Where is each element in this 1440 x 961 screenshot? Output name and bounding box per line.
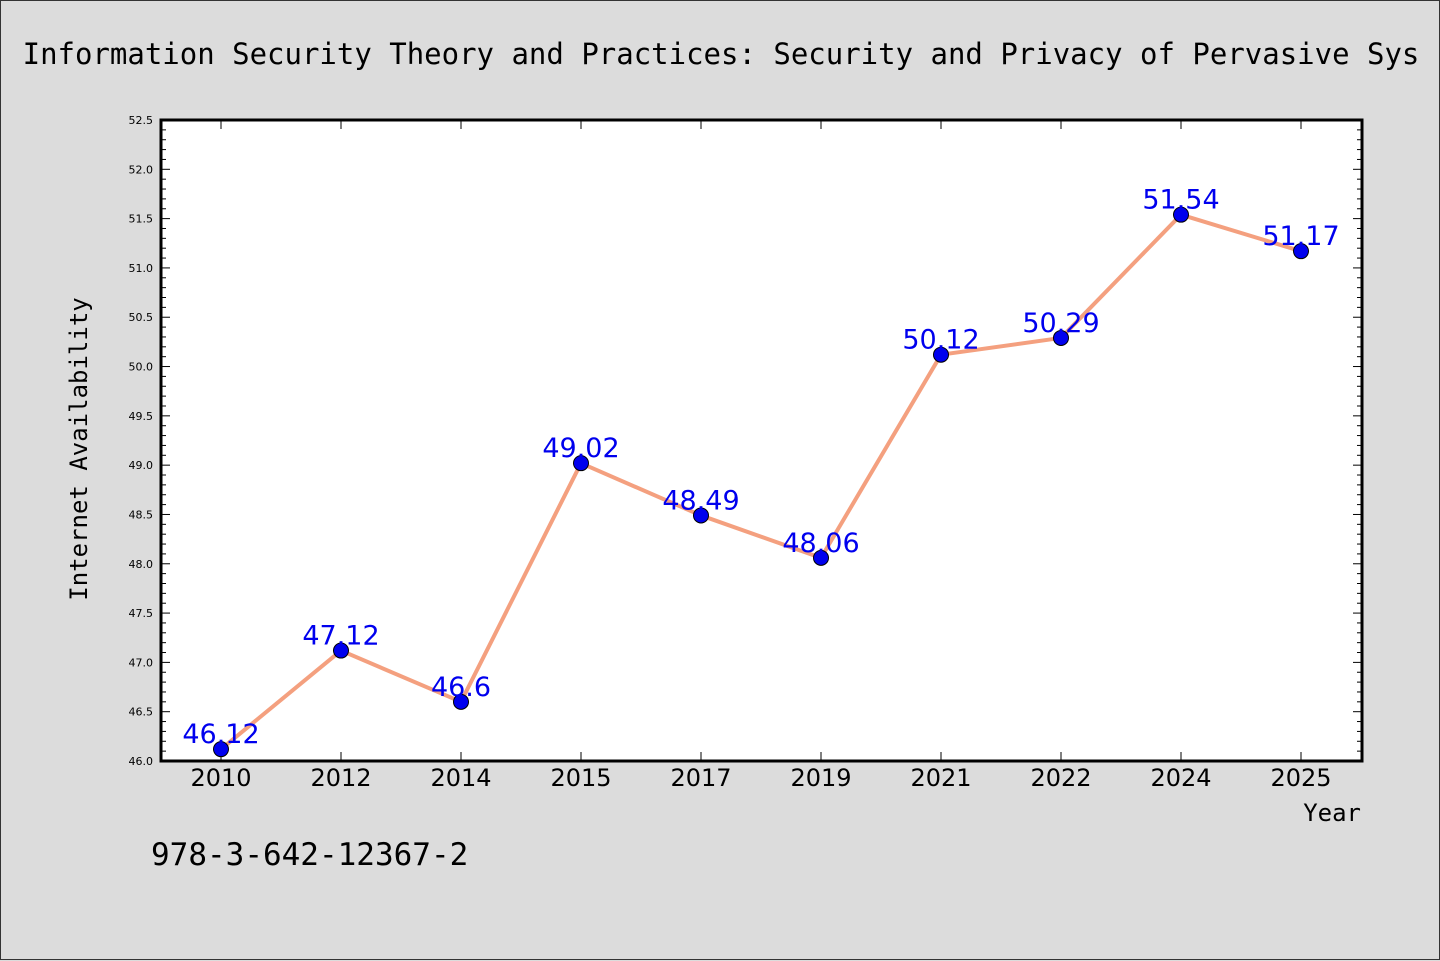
x-tick-label: 2017 bbox=[670, 764, 731, 792]
data-point bbox=[213, 741, 229, 758]
x-tick-label: 2015 bbox=[550, 764, 611, 792]
x-tick-label: 2012 bbox=[310, 764, 371, 792]
data-label: 50.12 bbox=[902, 325, 979, 356]
y-tick-label: 48.5 bbox=[129, 508, 154, 521]
x-tick-label: 2021 bbox=[910, 764, 971, 792]
data-point bbox=[1173, 206, 1189, 223]
y-tick-label: 49.5 bbox=[129, 410, 154, 423]
data-label: 48.06 bbox=[782, 528, 859, 559]
data-label: 51.17 bbox=[1262, 221, 1339, 252]
x-tick-label: 2019 bbox=[790, 764, 851, 792]
y-tick-label: 47.5 bbox=[129, 607, 154, 620]
y-tick-label: 47.0 bbox=[129, 656, 154, 669]
data-label: 50.29 bbox=[1022, 308, 1099, 339]
x-axis: 2010 2012 2014 2015 2017 2019 2021 2022 2024 2025 bbox=[190, 120, 1332, 792]
y-tick-label: 52.5 bbox=[129, 114, 154, 127]
data-point bbox=[693, 507, 709, 524]
data-point bbox=[573, 455, 589, 472]
data-label: 48.49 bbox=[662, 485, 739, 516]
x-tick-label: 2010 bbox=[190, 764, 251, 792]
isbn-label: 978-3-642-12367-2 bbox=[151, 837, 468, 873]
x-axis-label: Year bbox=[1303, 799, 1361, 827]
data-point bbox=[453, 693, 469, 710]
y-tick-label: 51.5 bbox=[129, 213, 154, 226]
chart-title: Information Security Theory and Practice… bbox=[23, 37, 1420, 71]
y-tick-label: 52.0 bbox=[129, 163, 154, 176]
y-tick-label: 50.0 bbox=[129, 361, 154, 374]
y-axis: 46.0 46.5 47.0 47.5 48.0 48.5 49.0 49.5 50.0 50.5… bbox=[129, 114, 1362, 768]
plot-area bbox=[159, 118, 1364, 763]
y-axis-label: Internet Availability bbox=[65, 297, 93, 600]
series-line bbox=[219, 212, 1303, 752]
data-label: 47.12 bbox=[302, 621, 379, 652]
data-point bbox=[1053, 329, 1069, 346]
x-tick-label: 2022 bbox=[1030, 764, 1091, 792]
y-tick-label: 50.5 bbox=[129, 311, 154, 324]
y-tick-label: 49.0 bbox=[129, 459, 154, 472]
data-point bbox=[333, 642, 349, 659]
data-label: 46.6 bbox=[431, 672, 491, 703]
data-point bbox=[1293, 243, 1309, 260]
x-tick-label: 2024 bbox=[1150, 764, 1211, 792]
y-tick-label: 48.0 bbox=[129, 558, 154, 571]
data-label: 51.54 bbox=[1142, 185, 1219, 216]
data-label: 49.02 bbox=[542, 433, 619, 464]
y-tick-label: 46.0 bbox=[129, 755, 154, 768]
data-label: 46.12 bbox=[182, 719, 259, 750]
y-tick-label: 46.5 bbox=[129, 706, 154, 719]
x-tick-label: 2025 bbox=[1270, 764, 1331, 792]
y-tick-label: 51.0 bbox=[129, 262, 154, 275]
series-group: 46.12 47.12 46.6 49.02 48.49 48.06 50.12 50.29 5… bbox=[182, 185, 1340, 758]
data-point bbox=[813, 549, 829, 566]
data-point bbox=[933, 346, 949, 363]
x-tick-label: 2014 bbox=[430, 764, 491, 792]
